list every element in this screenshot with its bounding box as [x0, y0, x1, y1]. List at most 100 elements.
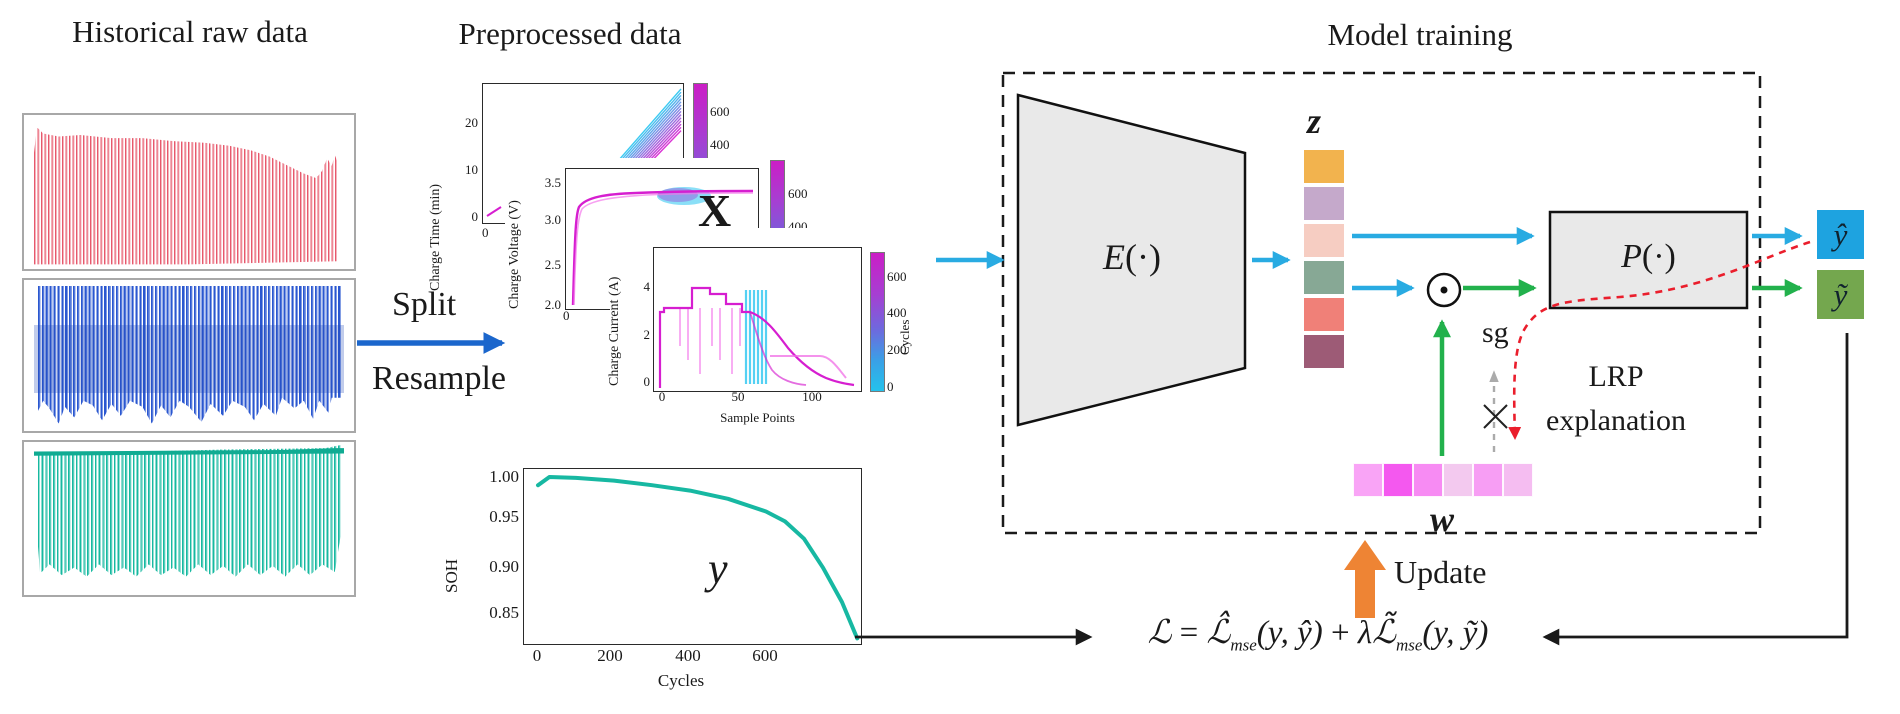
- elementwise-product-dot: [1440, 286, 1448, 294]
- loss-plus: +: [1330, 615, 1350, 651]
- charge-current-xtick: 100: [802, 389, 822, 404]
- update-label: Update: [1394, 554, 1487, 590]
- charge-current-cbtick: 600: [887, 269, 907, 284]
- soh-ytick: 0.95: [489, 507, 519, 526]
- loss-L-tilde: ℒ̃: [1372, 615, 1396, 651]
- predictor-paren: (·): [1641, 238, 1676, 275]
- vector-cell: [1443, 463, 1473, 497]
- yhat-output-box: ŷ: [1817, 210, 1864, 259]
- raw-panel-red: [22, 113, 356, 271]
- charge-time-cbtick: 600: [710, 104, 730, 119]
- w-vector-label: w: [1430, 499, 1455, 539]
- vector-cell: [1304, 335, 1344, 368]
- soh-xlabel: Cycles: [657, 671, 705, 690]
- charge-voltage-ytick: 3.5: [544, 175, 561, 190]
- chart-soh: SOH 1.00 0.95 0.90 0.85 0 200 400 600 Cy…: [442, 455, 870, 695]
- vector-cell: [1383, 463, 1413, 497]
- charge-current-cbtick: 400: [887, 305, 907, 320]
- charge-current-xtick: 0: [658, 389, 666, 404]
- charge-current-ytick: 0: [643, 374, 651, 389]
- predictor-letter: P: [1621, 238, 1642, 275]
- charge-current-cbtick: 0: [887, 379, 894, 394]
- soh-xtick: 400: [675, 646, 701, 665]
- charge-time-ytick: 20: [465, 115, 478, 130]
- charge-voltage-colorbar: [770, 160, 785, 235]
- encoder-paren: (·): [1125, 237, 1161, 277]
- loss-L-hat: ℒ̂: [1206, 615, 1231, 651]
- charge-current-plot: [653, 247, 862, 392]
- update-arrow: [1344, 540, 1386, 618]
- charge-current-cbtick: 200: [887, 342, 907, 357]
- raw-signal-teal-band: [33, 448, 345, 456]
- charge-time-xtick: 0: [482, 225, 489, 240]
- vector-cell: [1304, 187, 1344, 220]
- charge-current-xtick: 50: [731, 389, 745, 404]
- charge-time-ylabel: Charge Time (min): [428, 183, 443, 291]
- z-vector-cells: [1304, 150, 1344, 368]
- soh-xtick: 600: [752, 646, 778, 665]
- raw-signal-red: [33, 127, 338, 265]
- soh-ytick: 0.90: [489, 557, 519, 576]
- predictor-label: P(·): [1560, 238, 1737, 276]
- charge-voltage-ytick: 2.5: [544, 257, 561, 272]
- w-vector-cells: [1353, 463, 1533, 497]
- charge-current-cblabel: Cycles: [897, 319, 912, 355]
- charge-voltage-ytick: 3.0: [544, 212, 561, 227]
- loss-sub2: mse: [1395, 635, 1423, 655]
- loss-args2: (y, ỹ): [1422, 615, 1489, 651]
- encoder-letter: E: [1103, 237, 1126, 277]
- resample-label: Resample: [371, 360, 507, 397]
- encoder-label: E(·): [1057, 236, 1207, 278]
- soh-xtick: 0: [532, 646, 542, 665]
- soh-ylabel: SOH: [442, 558, 461, 593]
- loss-sub1: mse: [1230, 635, 1257, 655]
- vector-cell: [1503, 463, 1533, 497]
- charge-current-colorbar: [870, 252, 885, 392]
- charge-voltage-curves: [571, 187, 754, 306]
- vector-cell: [1304, 150, 1344, 183]
- charge-current-ylabel: Charge Current (A): [607, 276, 622, 386]
- soh-plot: [523, 468, 862, 645]
- z-vector-label: z: [1307, 101, 1322, 141]
- times-cross-2: [1483, 404, 1508, 429]
- vector-cell: [1353, 463, 1383, 497]
- raw-panel-teal: [22, 440, 356, 597]
- vector-cell: [1304, 224, 1344, 257]
- loss-L: ℒ: [1147, 615, 1172, 651]
- raw-signal-blue-shade: [33, 325, 345, 394]
- charge-current-ytick: 2: [643, 327, 651, 342]
- raw-signal-teal: [36, 445, 341, 577]
- charge-voltage-ytick: 2.0: [544, 297, 561, 312]
- y-target-label: y: [708, 544, 728, 593]
- ytilde-output-box: ỹ: [1817, 270, 1864, 319]
- loss-eq: =: [1179, 615, 1199, 651]
- raw-panel-blue: [22, 278, 356, 433]
- model-training-title: Model training: [1327, 17, 1513, 52]
- preprocessed-title: Preprocessed data: [458, 16, 682, 51]
- charge-voltage-ylabel: Charge Voltage (V): [507, 200, 522, 309]
- yhat-label: ŷ: [1833, 216, 1848, 252]
- times-cross-1: [1483, 404, 1508, 429]
- charge-voltage-xtick: 0: [563, 308, 570, 323]
- x-matrix-label: X: [698, 185, 732, 236]
- lrp-label-line1: LRP: [1588, 360, 1644, 393]
- chart-charge-current: Charge Current (A) 4 2 0 0 50 100 Sample…: [607, 228, 940, 433]
- lrp-label-line2: explanation: [1546, 404, 1686, 437]
- loss-args1: (y, ŷ): [1256, 615, 1323, 651]
- vector-cell: [1413, 463, 1443, 497]
- loss-lambda: λ: [1357, 615, 1373, 651]
- soh-ytick: 0.85: [489, 603, 519, 622]
- ytilde-label: ỹ: [1833, 276, 1848, 312]
- soh-xtick: 200: [597, 646, 623, 665]
- charge-current-curves: [658, 286, 855, 388]
- vector-cell: [1473, 463, 1503, 497]
- charge-current-ytick: 4: [643, 279, 651, 294]
- raw-data-title: Historical raw data: [72, 14, 308, 49]
- soh-curve: [536, 475, 860, 641]
- charge-time-cbtick: 400: [710, 137, 730, 152]
- elementwise-product-icon: [1426, 272, 1462, 308]
- soh-ytick: 1.00: [489, 467, 519, 486]
- charge-time-ytick: 10: [465, 162, 478, 177]
- split-label: Split: [392, 286, 457, 323]
